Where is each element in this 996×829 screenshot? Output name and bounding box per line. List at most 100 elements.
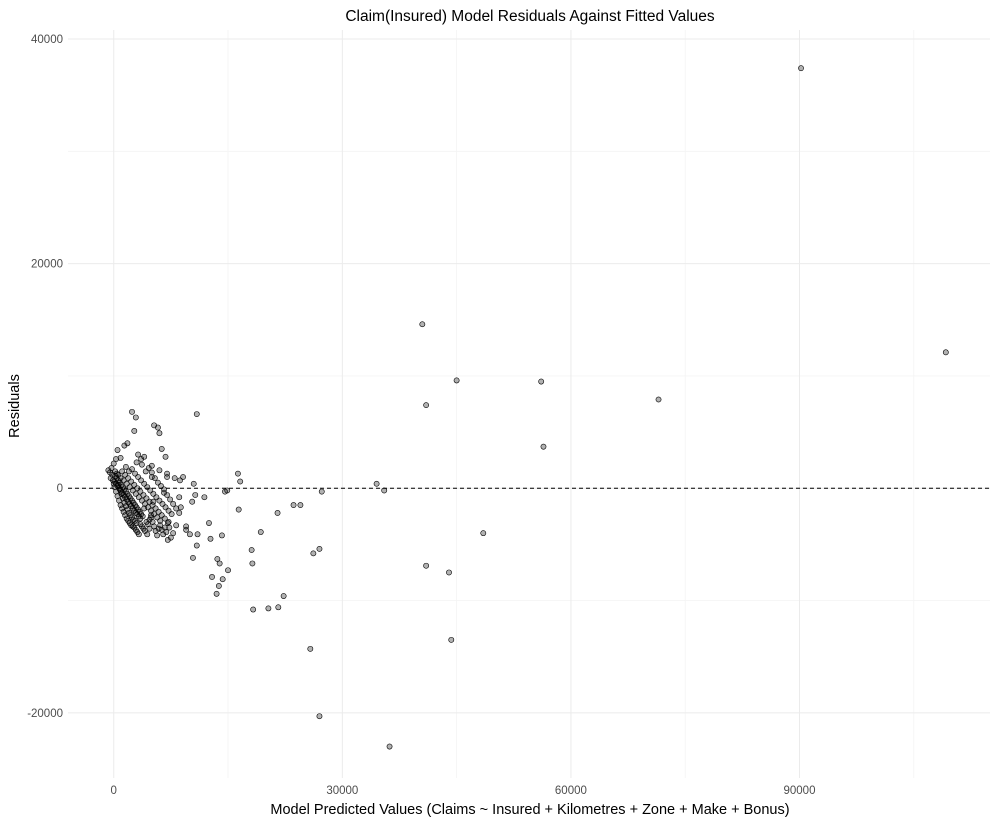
data-point	[145, 521, 151, 528]
data-point	[249, 560, 256, 567]
data-point	[265, 605, 272, 612]
data-point	[655, 396, 662, 403]
data-point	[170, 501, 177, 507]
data-point	[120, 508, 127, 515]
data-point	[222, 488, 228, 495]
data-point	[148, 469, 155, 476]
data-point	[139, 461, 145, 468]
data-point	[538, 378, 545, 385]
y-tick-label: 40000	[31, 34, 63, 46]
x-axis-title: Model Predicted Values (Claims ~ Insured…	[270, 802, 789, 818]
data-point	[132, 414, 139, 421]
data-point	[110, 477, 116, 484]
data-point	[164, 470, 170, 477]
data-point	[146, 525, 153, 532]
data-point	[117, 502, 124, 508]
data-point	[131, 428, 138, 434]
data-point	[161, 515, 168, 522]
data-point	[166, 524, 173, 531]
data-point	[117, 455, 124, 461]
data-point	[219, 576, 226, 583]
data-point	[381, 487, 388, 494]
data-point	[151, 475, 158, 482]
data-point	[148, 514, 154, 521]
data-point	[114, 493, 121, 499]
data-point	[386, 743, 393, 750]
data-point	[110, 460, 117, 467]
data-point	[142, 528, 148, 534]
data-point	[453, 377, 460, 384]
data-point	[373, 480, 380, 487]
data-point	[124, 440, 131, 447]
data-point	[145, 465, 152, 471]
data-point	[164, 536, 171, 543]
data-point	[122, 512, 129, 519]
data-point	[156, 467, 163, 474]
data-point	[113, 470, 120, 477]
x-tick-label: 60000	[555, 785, 587, 797]
data-point	[129, 466, 135, 473]
data-point	[419, 321, 426, 328]
data-point	[121, 442, 128, 449]
data-point	[109, 471, 116, 478]
data-point	[114, 447, 121, 453]
data-point	[168, 511, 175, 517]
data-point	[151, 422, 158, 429]
y-axis-ticks: -20000 0 20000 40000	[27, 34, 63, 720]
data-point	[148, 512, 154, 519]
data-point	[137, 515, 144, 522]
data-point	[148, 474, 155, 480]
data-point	[160, 531, 167, 538]
data-point	[105, 467, 112, 474]
y-tick-label: 0	[57, 483, 63, 495]
data-point	[167, 534, 174, 541]
data-point	[161, 486, 167, 493]
data-point	[164, 492, 170, 498]
data-point	[316, 545, 323, 552]
data-point	[274, 510, 281, 516]
data-point	[141, 453, 148, 460]
data-point	[155, 525, 162, 532]
data-point	[798, 65, 804, 72]
data-point	[133, 459, 140, 466]
data-point	[173, 505, 180, 512]
data-point	[158, 446, 165, 452]
data-point	[193, 542, 200, 549]
data-point	[307, 645, 314, 652]
data-point	[161, 524, 168, 531]
x-tick-label: 30000	[326, 785, 358, 797]
data-point	[156, 430, 163, 437]
data-point	[540, 443, 547, 450]
data-point	[157, 522, 164, 529]
data-point	[148, 462, 155, 469]
data-point	[280, 593, 287, 599]
data-point	[318, 488, 325, 495]
data-point	[164, 520, 171, 526]
data-point	[154, 532, 161, 539]
data-point	[248, 547, 255, 553]
y-tick-label: -20000	[27, 708, 63, 720]
data-point	[176, 494, 183, 501]
data-point	[235, 470, 241, 477]
data-point	[423, 402, 430, 409]
data-point	[187, 531, 193, 538]
data-point	[167, 496, 174, 503]
y-axis-title: Residuals	[7, 374, 23, 438]
data-point	[129, 408, 135, 415]
data-point	[119, 505, 126, 512]
data-point	[149, 519, 156, 525]
x-tick-label: 0	[111, 785, 117, 797]
data-point	[123, 463, 129, 470]
data-point	[290, 502, 297, 508]
data-point	[213, 590, 220, 597]
data-point	[215, 583, 222, 589]
data-point	[190, 480, 197, 487]
data-point	[194, 531, 201, 538]
data-point	[183, 526, 190, 533]
data-point	[110, 480, 117, 487]
data-point	[157, 517, 164, 524]
data-point	[193, 411, 200, 418]
x-tick-label: 90000	[784, 785, 816, 797]
data-point	[201, 494, 208, 501]
